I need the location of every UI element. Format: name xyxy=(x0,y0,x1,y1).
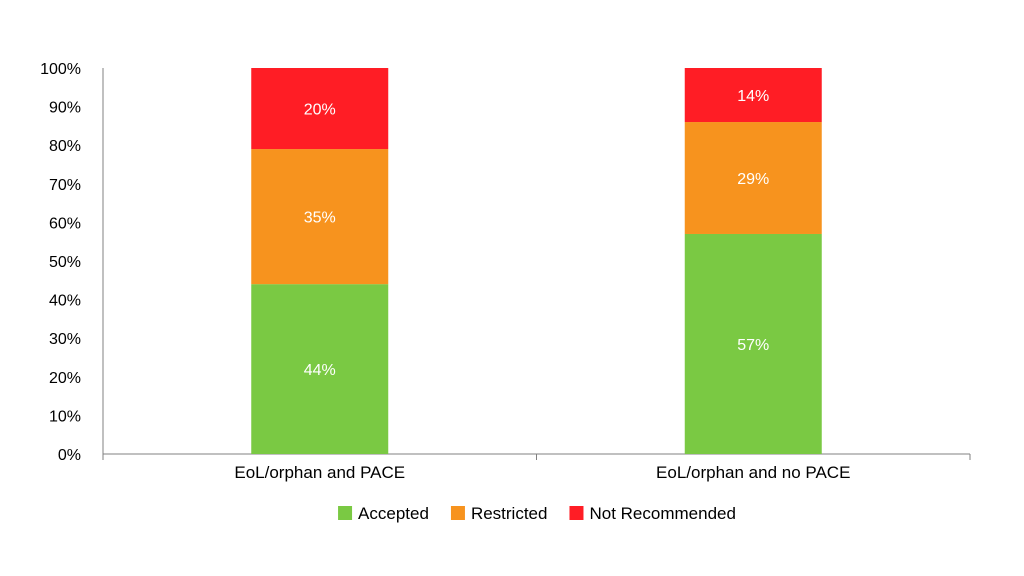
y-tick-label: 90% xyxy=(49,100,81,117)
y-tick-label: 80% xyxy=(49,138,81,155)
legend: Accepted Restricted Not Recommended xyxy=(338,504,736,523)
bar-segment-accepted xyxy=(684,233,822,454)
y-tick-label: 40% xyxy=(49,293,81,310)
bar-segment-accepted xyxy=(251,284,389,454)
y-tick-label: 70% xyxy=(49,177,81,194)
bar-segment-not-recommended xyxy=(251,68,389,150)
bar-stacks: 44% 35% 20% 57% 29% 14% xyxy=(251,68,822,454)
y-tick-label: 30% xyxy=(49,331,81,348)
data-label: 14% xyxy=(737,88,769,105)
y-tick-label: 20% xyxy=(49,370,81,387)
legend-label: Restricted xyxy=(471,504,548,523)
data-label: 29% xyxy=(737,171,769,188)
x-axis: EoL/orphan and PACE EoL/orphan and no PAC… xyxy=(102,453,971,482)
legend-swatch xyxy=(338,506,353,520)
data-label: 44% xyxy=(304,362,336,379)
y-tick-label: 60% xyxy=(49,215,81,232)
legend-swatch xyxy=(569,506,584,520)
y-tick-label: 100% xyxy=(40,61,81,78)
data-label: 57% xyxy=(737,337,769,354)
y-axis: 0% 10% 20% 30% 40% 50% 60% 70% 80% 90% 100% xyxy=(40,61,104,464)
x-category-label: EoL/orphan and no PACE xyxy=(656,463,850,482)
legend-label: Accepted xyxy=(358,504,429,523)
y-tick-label: 50% xyxy=(49,254,81,271)
y-tick-label: 10% xyxy=(49,408,81,425)
data-label: 20% xyxy=(304,102,336,119)
x-category-label: EoL/orphan and PACE xyxy=(234,463,405,482)
bar-segment-restricted xyxy=(251,149,389,285)
bar-segment-restricted xyxy=(684,122,822,234)
data-label: 35% xyxy=(304,210,336,227)
legend-label: Not Recommended xyxy=(589,504,735,523)
y-tick-label: 0% xyxy=(58,447,81,464)
bar-segment-not-recommended xyxy=(684,68,822,123)
legend-swatch xyxy=(450,506,465,520)
